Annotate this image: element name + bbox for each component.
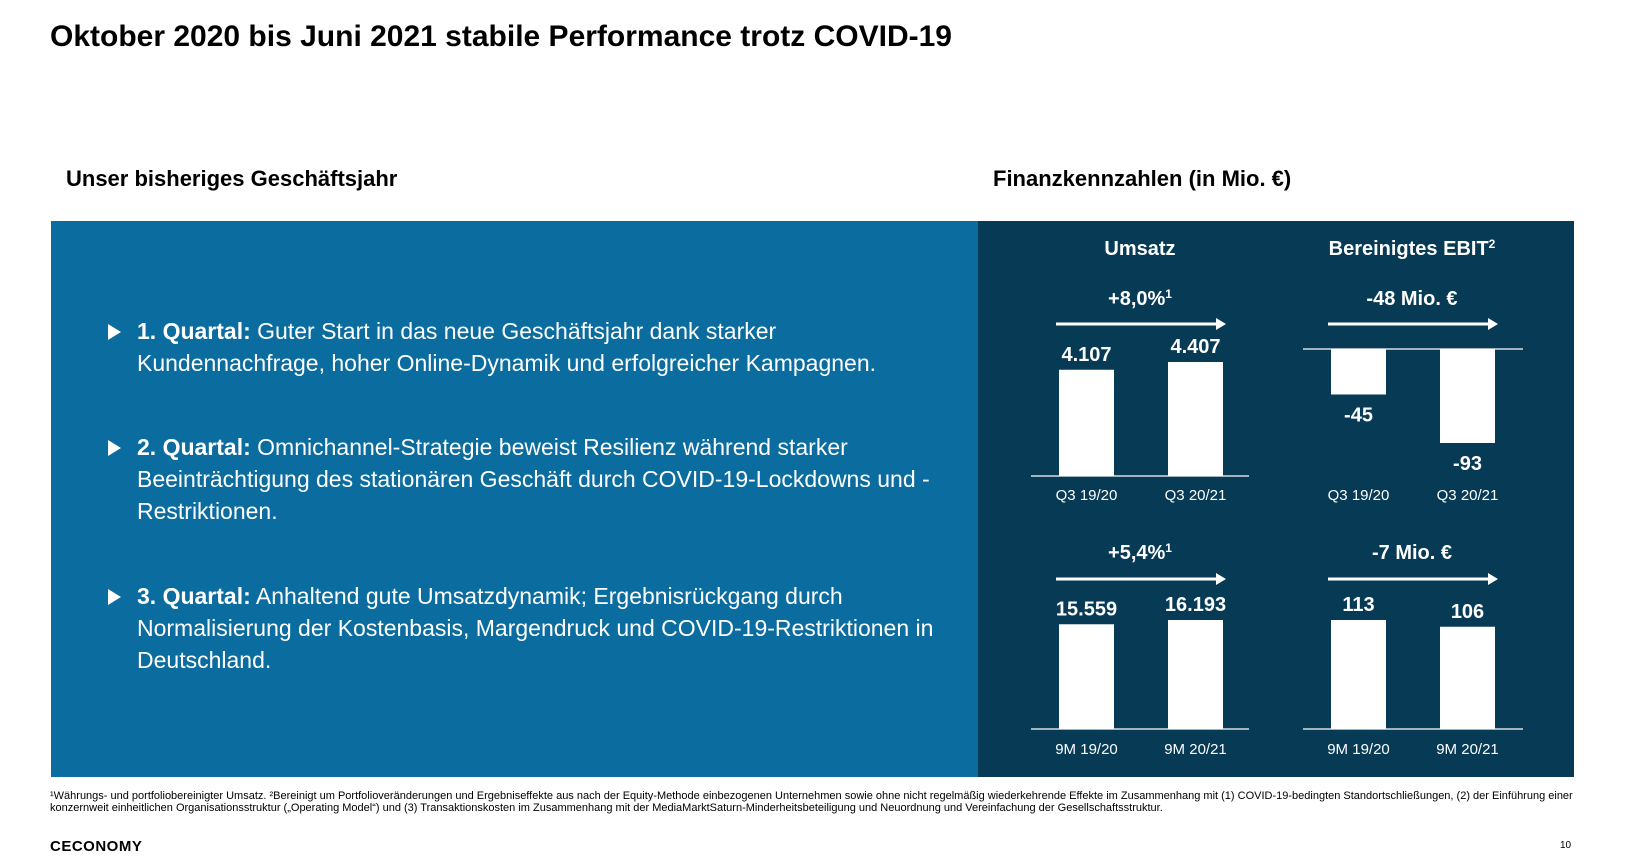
- triangle-bullet-icon: [108, 589, 121, 605]
- right-section-heading: Finanzkennzahlen (in Mio. €): [993, 166, 1292, 191]
- bar-value-label: 4.107: [1061, 344, 1111, 366]
- change-label: -7 Mio. €: [1372, 542, 1452, 564]
- triangle-bullet-icon: [108, 440, 121, 456]
- bar-value-label: 106: [1451, 601, 1484, 623]
- category-label: 9M 19/20: [1327, 741, 1390, 758]
- arrow-head-icon: [1488, 573, 1498, 585]
- change-label: +8,0%1: [1108, 287, 1172, 310]
- bullet-label: 2. Quartal:: [137, 434, 251, 460]
- category-label: 9M 19/20: [1055, 741, 1118, 758]
- fiscal-year-panel: 1. Quartal: Guter Start in das neue Gesc…: [51, 221, 978, 777]
- bar-value-label: 15.559: [1056, 598, 1117, 620]
- bar: [1168, 620, 1223, 729]
- category-label: Q3 20/21: [1437, 487, 1499, 504]
- bullet-label: 1. Quartal:: [137, 318, 251, 344]
- bar: [1440, 349, 1495, 443]
- bar: [1440, 626, 1495, 729]
- triangle-bullet-icon: [108, 324, 121, 340]
- bar-value-label: 4.407: [1170, 336, 1220, 358]
- bar: [1059, 624, 1114, 729]
- category-label: Q3 19/20: [1056, 487, 1118, 504]
- chart-title: Umsatz: [1104, 238, 1175, 260]
- bar: [1168, 362, 1223, 476]
- category-label: Q3 20/21: [1165, 487, 1227, 504]
- category-label: Q3 19/20: [1328, 487, 1390, 504]
- arrow-head-icon: [1488, 318, 1498, 330]
- bar: [1331, 620, 1386, 729]
- arrow-head-icon: [1216, 318, 1226, 330]
- bar-value-label: 16.193: [1165, 594, 1226, 616]
- bar-value-label: 113: [1342, 594, 1374, 616]
- bullet-text: Omnichannel-Strategie beweist Resilienz …: [137, 434, 930, 524]
- bar-value-label: -93: [1453, 453, 1482, 475]
- category-label: 9M 20/21: [1164, 741, 1227, 758]
- change-label: -48 Mio. €: [1366, 288, 1457, 310]
- bar-value-label: -45: [1344, 404, 1373, 426]
- page-number: 10: [1560, 840, 1572, 851]
- ceconomy-logo: CECONOMY: [50, 838, 143, 855]
- arrow-head-icon: [1216, 573, 1226, 585]
- page-title: Oktober 2020 bis Juni 2021 stabile Perfo…: [50, 20, 952, 53]
- bullet-text: Guter Start in das neue Geschäftsjahr da…: [137, 318, 877, 376]
- bar: [1059, 369, 1114, 476]
- footnote: ¹Währungs- und portfoliobereinigter Umsa…: [50, 790, 1573, 814]
- chart-title: Bereinigtes EBIT2: [1329, 237, 1496, 260]
- bullet-label: 3. Quartal:: [137, 583, 251, 609]
- bar: [1331, 349, 1386, 395]
- change-label: +5,4%1: [1108, 541, 1172, 564]
- left-section-heading: Unser bisheriges Geschäftsjahr: [66, 166, 398, 191]
- category-label: 9M 20/21: [1436, 741, 1499, 758]
- bullet-text: Anhaltend gute Umsatzdynamik; Ergebnisrü…: [137, 583, 934, 673]
